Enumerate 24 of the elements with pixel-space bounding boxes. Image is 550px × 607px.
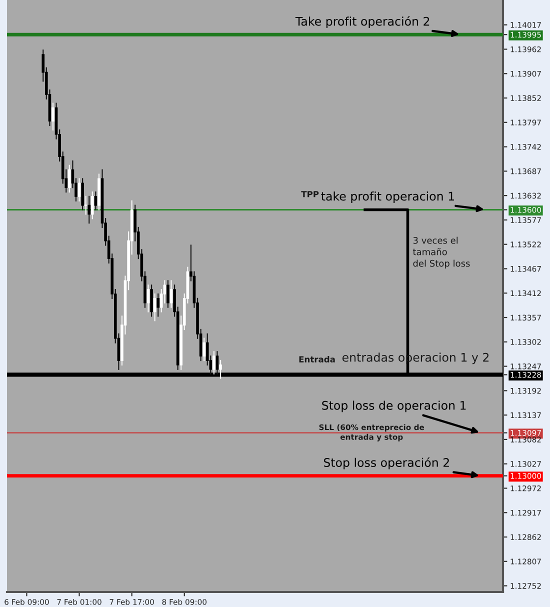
candlestick: [166, 280, 170, 308]
candlestick: [94, 191, 98, 210]
candlestick: [150, 284, 153, 317]
candlestick: [146, 284, 150, 312]
ref-line-label: Stop loss de operacion 1: [322, 400, 466, 412]
candlestick: [219, 360, 222, 379]
annotation: 3 veces el tamaño del Stop loss: [412, 236, 470, 268]
candlestick: [88, 196, 91, 224]
ref-line-label: Stop loss operación 2: [324, 457, 449, 470]
candlestick: [81, 178, 84, 210]
annotation: TPP: [301, 191, 319, 198]
candlestick: [78, 178, 81, 202]
candlestick: [91, 191, 94, 220]
candlestick: [68, 164, 71, 193]
candlestick: [52, 102, 54, 130]
candlestick: [202, 338, 206, 362]
candlestick: [84, 196, 88, 215]
candlestick: [212, 351, 216, 374]
candlestick: [156, 293, 160, 317]
candlestick: [153, 293, 156, 322]
annotation: Entrada: [299, 356, 335, 362]
candlestick: [170, 280, 173, 308]
ref-line-label: Take profit operación 2: [295, 16, 430, 28]
ref-line-label: take profit operacion 1: [321, 192, 454, 203]
